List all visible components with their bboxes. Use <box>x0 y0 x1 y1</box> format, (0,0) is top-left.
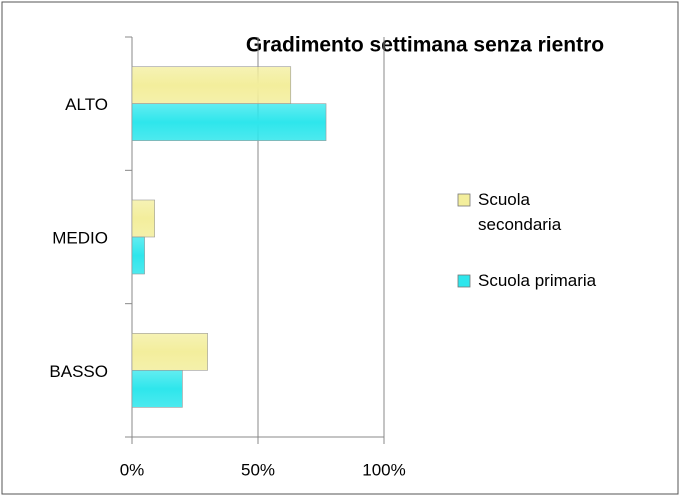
legend-label: Scuola secondaria <box>478 190 562 234</box>
legend-swatch <box>457 193 471 207</box>
y-tick-label: ALTO <box>65 95 108 114</box>
x-tick-label: 50% <box>241 460 275 479</box>
bar <box>131 370 183 408</box>
bar <box>131 236 145 275</box>
bar <box>131 333 208 371</box>
x-tick-label: 100% <box>362 460 405 479</box>
y-tick-label: MEDIO <box>52 228 108 247</box>
chart-title: Gradimento settimana senza rientro <box>246 34 604 57</box>
legend-swatch <box>457 274 471 288</box>
bar <box>131 66 292 104</box>
bar <box>131 103 327 141</box>
x-tick-label: 0% <box>120 460 145 479</box>
y-tick-label: BASSO <box>49 362 108 381</box>
legend-label: Scuola primaria <box>478 271 597 290</box>
bar <box>131 199 155 238</box>
